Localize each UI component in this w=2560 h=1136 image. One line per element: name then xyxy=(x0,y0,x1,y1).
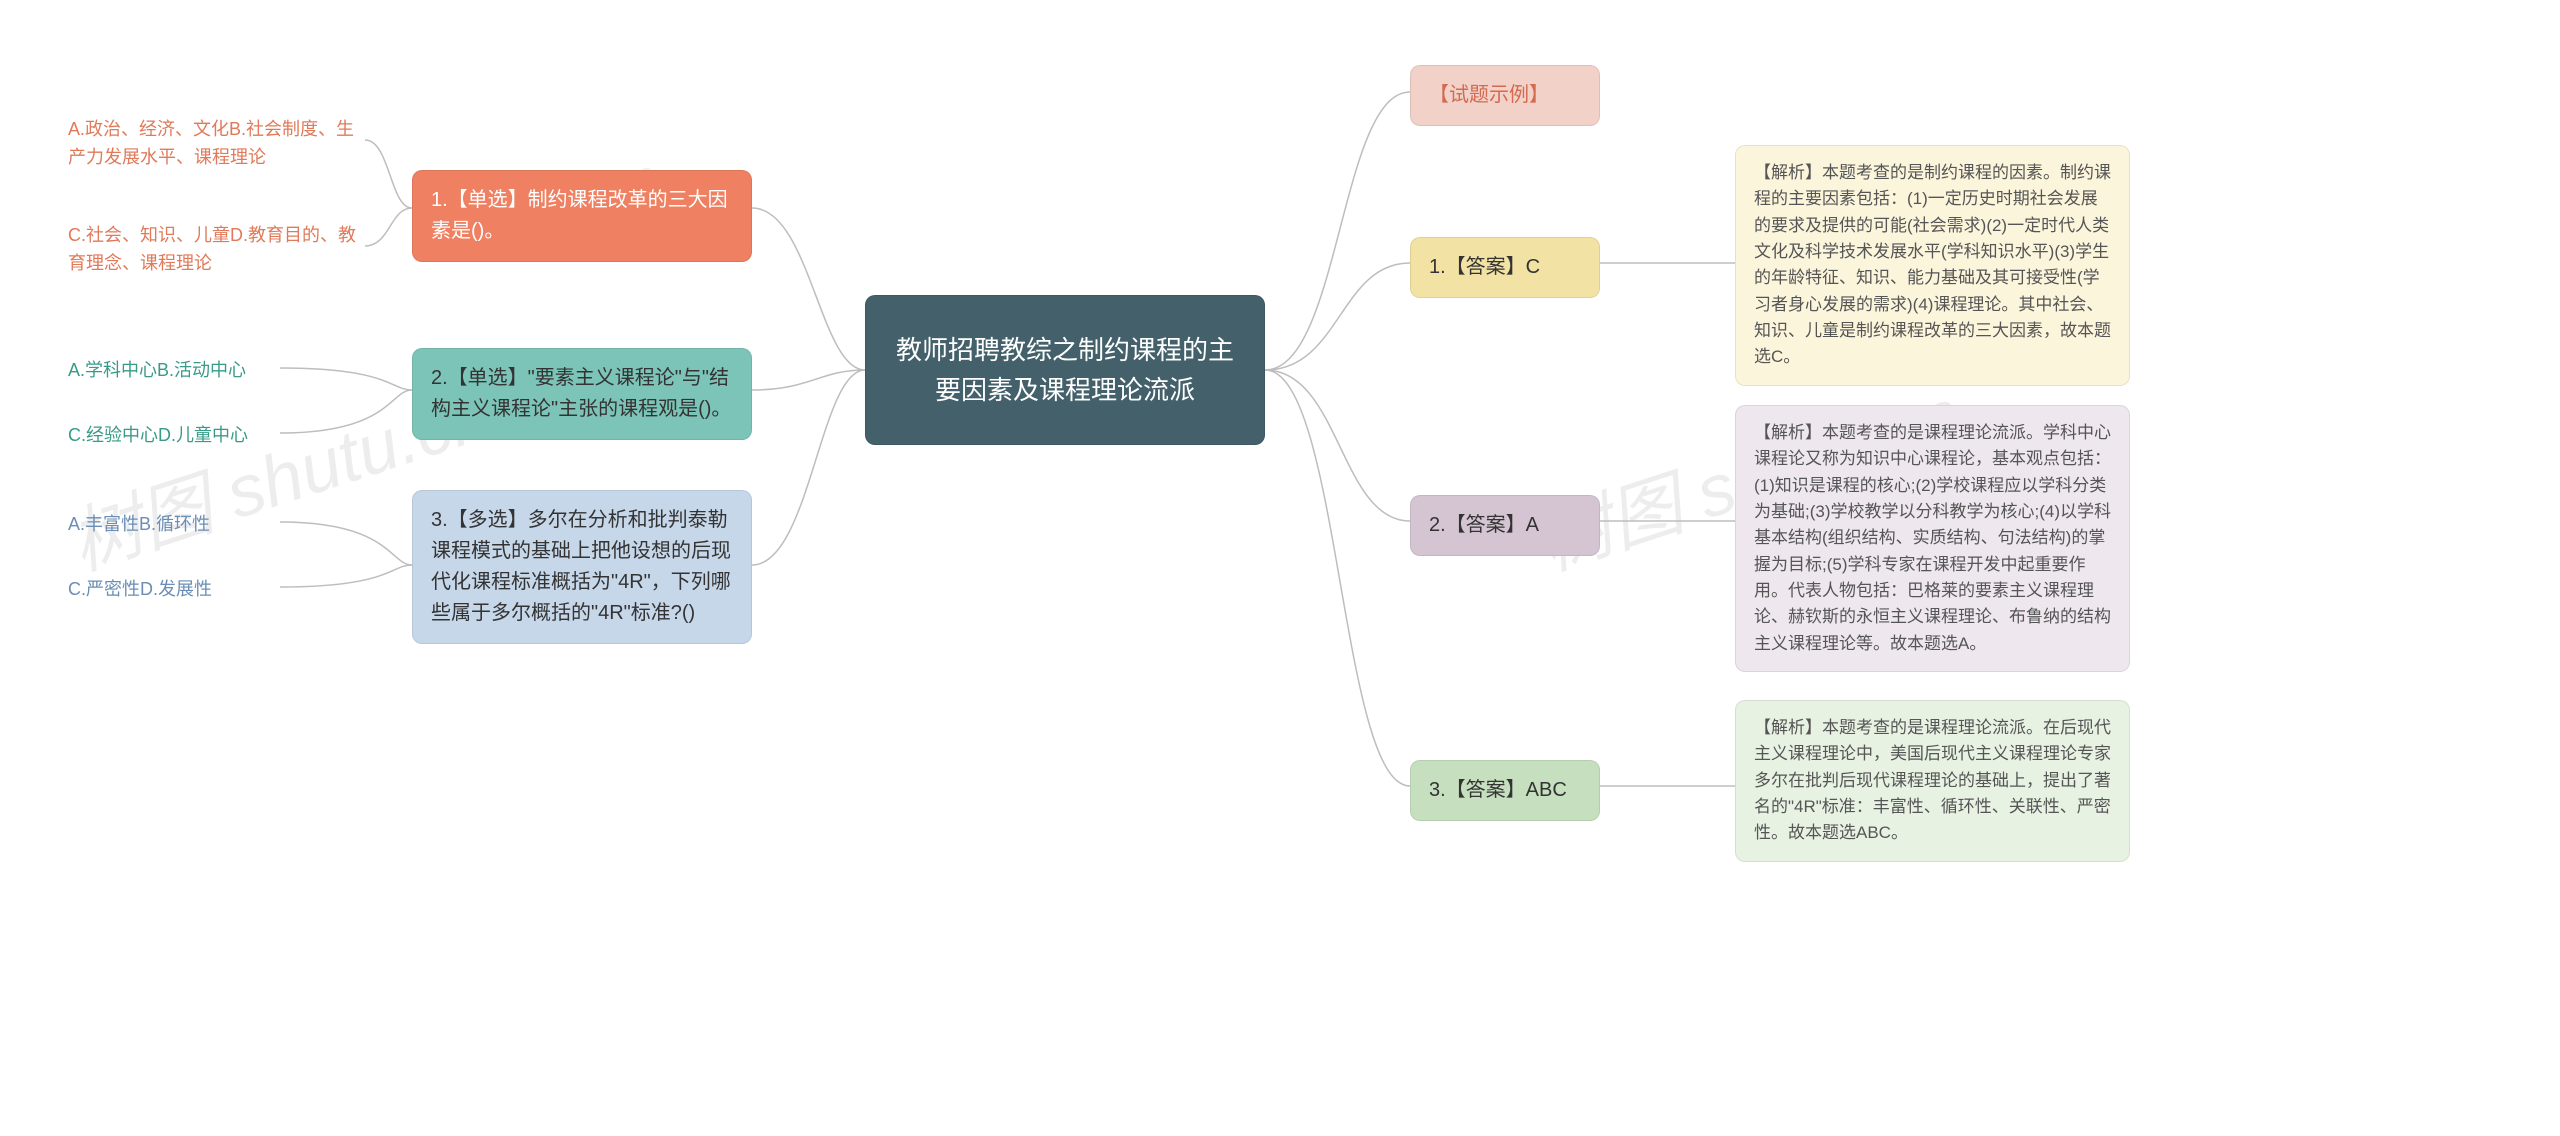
answer-2: 2.【答案】A xyxy=(1410,495,1600,556)
explain-2: 【解析】本题考查的是课程理论流派。学科中心课程论又称为知识中心课程论，基本观点包… xyxy=(1735,405,2130,672)
q2-option-b-text: C.经验中心D.儿童中心 xyxy=(68,425,248,445)
explain-1-text: 【解析】本题考查的是制约课程的因素。制约课程的主要因素包括：(1)一定历史时期社… xyxy=(1754,163,2111,366)
q1-option-b: C.社会、知识、儿童D.教育目的、教育理念、课程理论 xyxy=(60,218,365,282)
q2-option-a-text: A.学科中心B.活动中心 xyxy=(68,360,246,380)
q3-option-b: C.严密性D.发展性 xyxy=(60,572,280,608)
answer-2-text: 2.【答案】A xyxy=(1429,514,1539,536)
question-3: 3.【多选】多尔在分析和批判泰勒课程模式的基础上把他设想的后现代化课程标准概括为… xyxy=(412,490,752,644)
question-1: 1.【单选】制约课程改革的三大因素是()。 xyxy=(412,170,752,262)
q1-option-a: A.政治、经济、文化B.社会制度、生产力发展水平、课程理论 xyxy=(60,112,365,176)
answer-3-text: 3.【答案】ABC xyxy=(1429,779,1567,801)
q3-option-a-text: A.丰富性B.循环性 xyxy=(68,514,210,534)
center-node: 教师招聘教综之制约课程的主要因素及课程理论流派 xyxy=(865,295,1265,445)
q1-option-a-text: A.政治、经济、文化B.社会制度、生产力发展水平、课程理论 xyxy=(68,119,354,167)
example-heading-text: 【试题示例】 xyxy=(1429,84,1549,106)
question-3-label: 3.【多选】多尔在分析和批判泰勒课程模式的基础上把他设想的后现代化课程标准概括为… xyxy=(431,509,731,624)
center-text: 教师招聘教综之制约课程的主要因素及课程理论流派 xyxy=(890,330,1240,411)
q3-option-b-text: C.严密性D.发展性 xyxy=(68,579,212,599)
explain-2-text: 【解析】本题考查的是课程理论流派。学科中心课程论又称为知识中心课程论，基本观点包… xyxy=(1754,423,2111,653)
q2-option-a: A.学科中心B.活动中心 xyxy=(60,353,280,389)
explain-1: 【解析】本题考查的是制约课程的因素。制约课程的主要因素包括：(1)一定历史时期社… xyxy=(1735,145,2130,386)
question-1-label: 1.【单选】制约课程改革的三大因素是()。 xyxy=(431,189,728,242)
answer-3: 3.【答案】ABC xyxy=(1410,760,1600,821)
q3-option-a: A.丰富性B.循环性 xyxy=(60,507,280,543)
q2-option-b: C.经验中心D.儿童中心 xyxy=(60,418,280,454)
explain-3-text: 【解析】本题考查的是课程理论流派。在后现代主义课程理论中，美国后现代主义课程理论… xyxy=(1754,718,2111,842)
question-2: 2.【单选】"要素主义课程论"与"结构主义课程论"主张的课程观是()。 xyxy=(412,348,752,440)
q1-option-b-text: C.社会、知识、儿童D.教育目的、教育理念、课程理论 xyxy=(68,225,356,273)
answer-1-text: 1.【答案】C xyxy=(1429,256,1540,278)
answer-1: 1.【答案】C xyxy=(1410,237,1600,298)
example-heading: 【试题示例】 xyxy=(1410,65,1600,126)
explain-3: 【解析】本题考查的是课程理论流派。在后现代主义课程理论中，美国后现代主义课程理论… xyxy=(1735,700,2130,862)
connector-layer xyxy=(0,0,2560,1136)
question-2-label: 2.【单选】"要素主义课程论"与"结构主义课程论"主张的课程观是()。 xyxy=(431,367,731,420)
